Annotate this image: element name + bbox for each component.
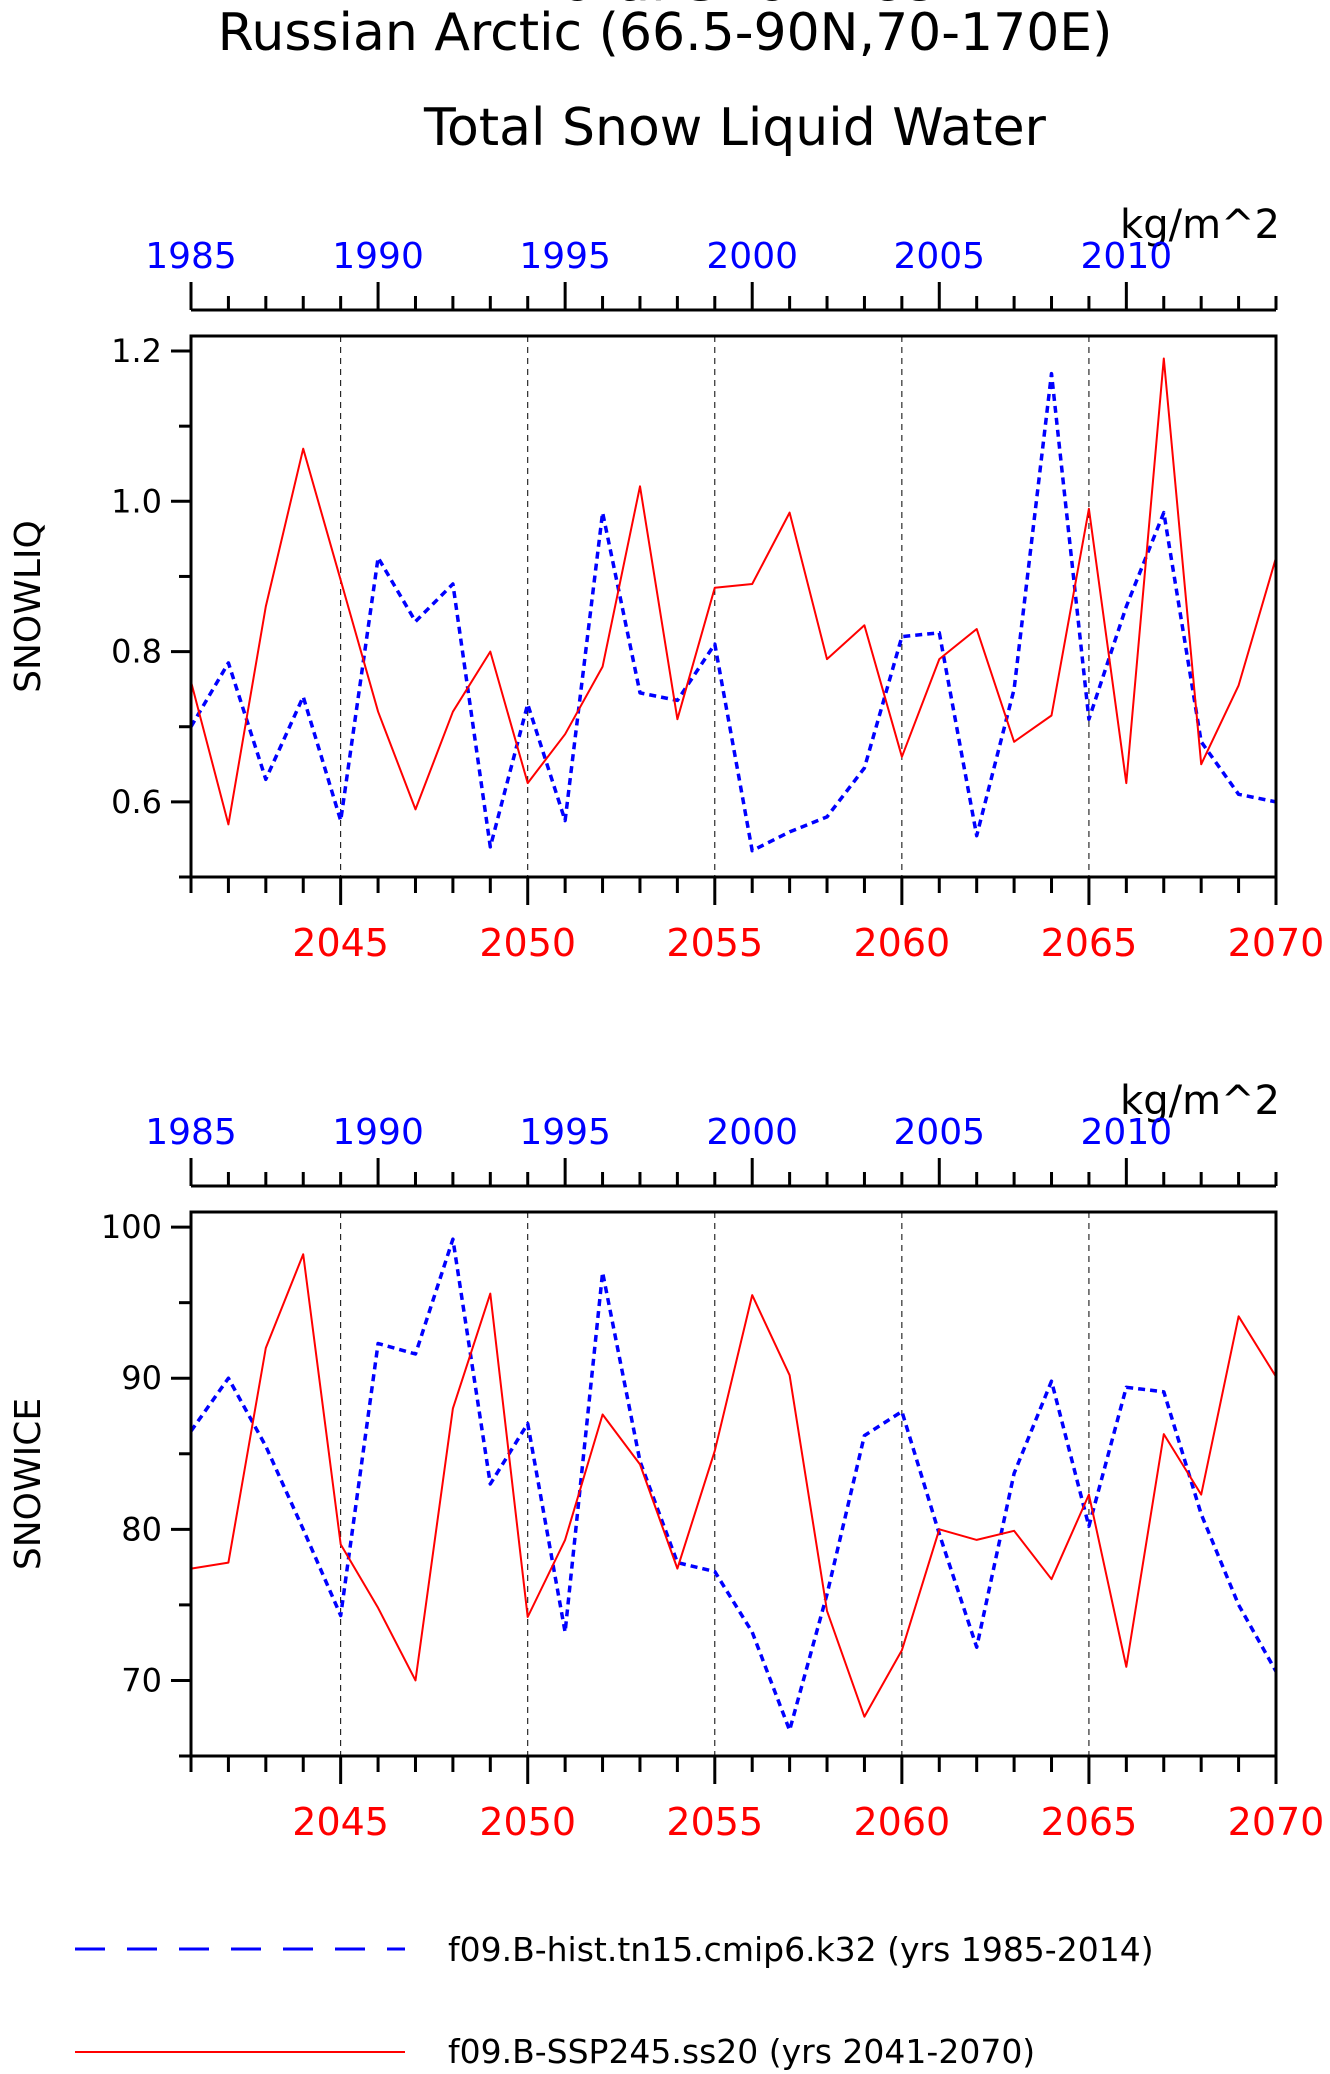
snowice-x-bottom-tick-label: 2065 xyxy=(1041,1800,1138,1844)
snowice-x-bottom-tick-label: 2045 xyxy=(292,1800,389,1844)
snowice-x-bottom-tick-label: 2050 xyxy=(479,1800,576,1844)
snowice-hist-series-line xyxy=(191,1237,1276,1733)
snowliq-ssp-series-line xyxy=(191,357,1276,826)
snowice-x-top-tick-label: 1985 xyxy=(145,1112,237,1153)
snowliq-x-top-tick-label: 1990 xyxy=(332,236,424,277)
snowice-x-bottom-tick-label: 2060 xyxy=(854,1800,951,1844)
snowice-panel-title: Total Snow Ice xyxy=(534,0,934,14)
snowice-x-bottom-tick-label: 2055 xyxy=(666,1800,763,1844)
snowliq-y-tick-label: 0.8 xyxy=(111,633,162,671)
snowliq-y-tick-label: 1.0 xyxy=(111,482,162,520)
snowice-y-tick-label: 80 xyxy=(121,1510,162,1548)
snowice-units-label: kg/m^2 xyxy=(1120,1078,1280,1124)
snowice-x-top-tick-label: 1990 xyxy=(332,1112,424,1153)
snowice-x-top-tick-label: 1995 xyxy=(519,1112,611,1153)
snowice-x-top-tick-label: 2000 xyxy=(706,1112,798,1153)
snowice-plot-frame xyxy=(189,1210,1278,1758)
snowliq-x-top-tick-label: 1995 xyxy=(519,236,611,277)
figure-title-line1: Russian Arctic (66.5-90N,70-170E) xyxy=(218,3,1113,63)
legend: f09.B-hist.tn15.cmip6.k32 (yrs 1985-2014… xyxy=(75,1930,1154,2071)
snowice-x-top-tick-label: 2005 xyxy=(893,1112,985,1153)
snowliq-x-top-tick-label: 2000 xyxy=(706,236,798,277)
snowliq-x-bottom-tick-label: 2050 xyxy=(479,921,576,965)
legend-hist-label: f09.B-hist.tn15.cmip6.k32 (yrs 1985-2014… xyxy=(448,1930,1154,1969)
snowice-y-tick-label: 70 xyxy=(121,1661,162,1699)
snowliq-y-tick-label: 0.6 xyxy=(111,783,162,821)
snowliq-units-label: kg/m^2 xyxy=(1120,202,1280,248)
snowice-y-tick-label: 90 xyxy=(121,1359,162,1397)
snowliq-x-bottom-tick-label: 2070 xyxy=(1228,921,1325,965)
snowliq-plot-frame xyxy=(189,334,1278,879)
snowliq-panel: kg/m^2 SNOWLIQ 2045 2050 2055 2060 2065 2070 198… xyxy=(8,202,1324,965)
snowliq-x-bottom-tick-label: 2055 xyxy=(666,921,763,965)
snowliq-x-top-tick-label: 2005 xyxy=(893,236,985,277)
snowliq-x-bottom-tick-label: 2060 xyxy=(854,921,951,965)
snowice-panel: Total Snow Ice kg/m^2 SNOWICE 2045 2050 2055 2… xyxy=(8,0,1324,1844)
snowliq-x-top-tick-label: 2010 xyxy=(1081,236,1173,277)
legend-ssp-label: f09.B-SSP245.ss20 (yrs 2041-2070) xyxy=(448,2032,1035,2071)
snowliq-x-bottom-tick-label: 2045 xyxy=(292,921,389,965)
figure-title-line2: Total Snow Liquid Water xyxy=(423,98,1047,158)
snowliq-y-tick-label: 1.2 xyxy=(111,332,162,370)
snowliq-y-axis-label: SNOWLIQ xyxy=(8,520,49,693)
snowice-y-tick-label: 100 xyxy=(101,1208,162,1246)
snowice-x-top-tick-label: 2010 xyxy=(1081,1112,1173,1153)
snowliq-x-top-tick-label: 1985 xyxy=(145,236,237,277)
snowliq-x-bottom-tick-label: 2065 xyxy=(1041,921,1138,965)
snowice-y-axis-label: SNOWICE xyxy=(8,1398,49,1570)
snowice-x-bottom-tick-label: 2070 xyxy=(1228,1800,1325,1844)
snowliq-hist-series-line xyxy=(191,371,1276,853)
snowice-ssp-series-line xyxy=(191,1253,1276,1718)
